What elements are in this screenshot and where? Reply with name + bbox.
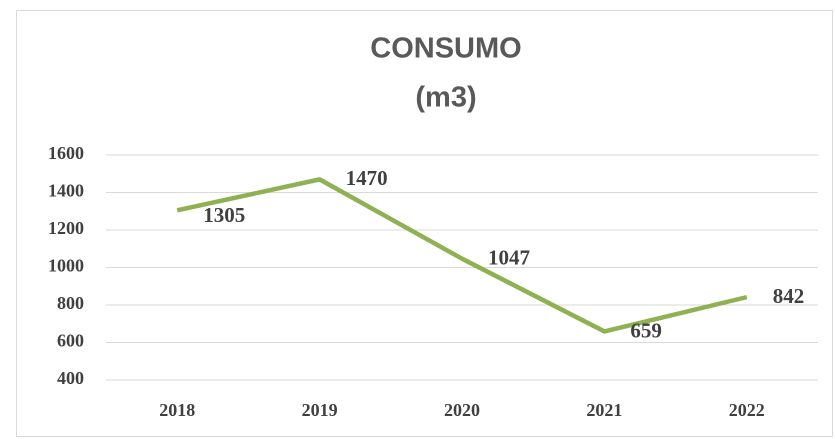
y-tick-label: 800 <box>57 293 84 313</box>
y-tick-label: 400 <box>57 368 84 388</box>
chart-frame <box>16 10 833 437</box>
data-label: 1047 <box>488 246 530 270</box>
data-label: 659 <box>630 318 662 342</box>
data-label: 1470 <box>346 166 388 190</box>
y-tick-label: 1400 <box>48 181 84 201</box>
x-tick-label: 2020 <box>444 400 480 420</box>
y-tick-label: 1000 <box>48 256 84 276</box>
y-tick-label: 1200 <box>48 218 84 238</box>
x-tick-label: 2021 <box>586 400 622 420</box>
x-tick-label: 2022 <box>729 400 765 420</box>
line-series <box>176 177 748 334</box>
y-tick-label: 1600 <box>48 143 84 163</box>
y-tick-label: 600 <box>57 331 84 351</box>
x-tick-label: 2019 <box>302 400 338 420</box>
data-label: 842 <box>773 284 805 308</box>
chart-subtitle: (m3) <box>415 82 476 114</box>
data-label: 1305 <box>203 203 245 227</box>
chart-title: CONSUMO <box>370 33 521 65</box>
x-tick-label: 2018 <box>159 400 195 420</box>
